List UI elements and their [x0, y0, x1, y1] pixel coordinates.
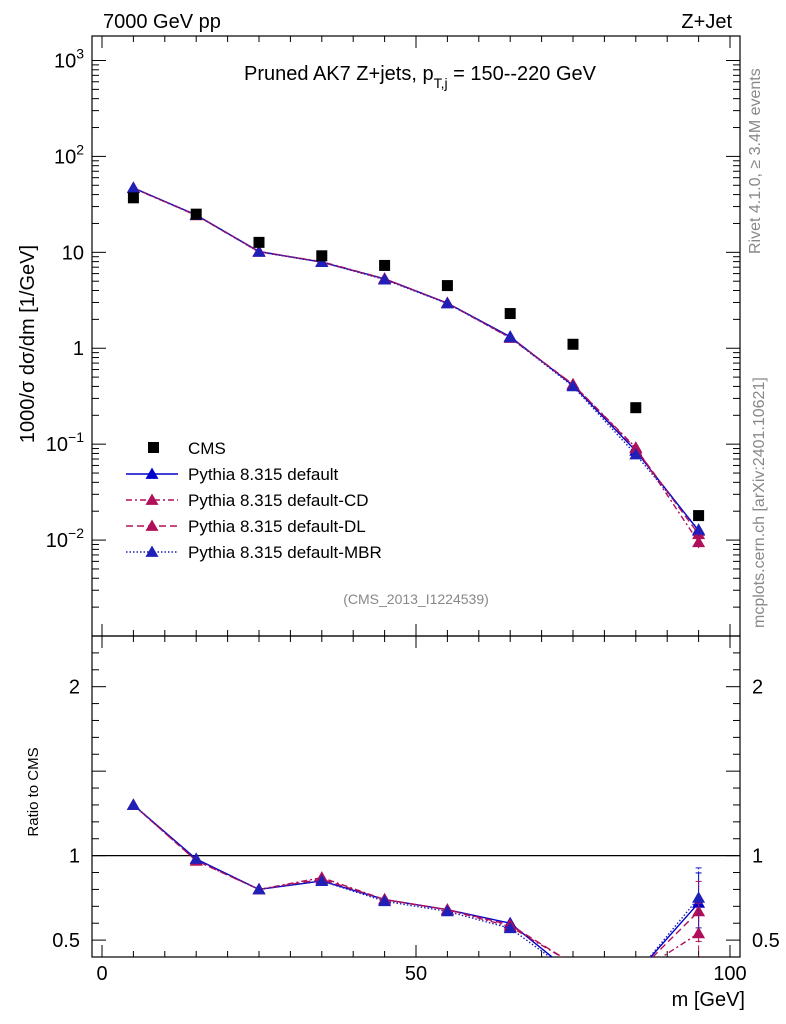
series-line-1 [133, 187, 700, 543]
ratio-tick-label-right: 2 [752, 677, 763, 699]
legend-marker-3 [145, 545, 159, 557]
series-marker-3 [566, 379, 580, 392]
legend-label-1: Pythia 8.315 default-CD [188, 491, 369, 510]
series-marker-3 [126, 181, 140, 193]
x-tick-label: 0 [96, 963, 107, 985]
ratio-marker-3 [189, 852, 203, 864]
ratio-marker-3 [252, 882, 266, 895]
cms-data-point [316, 250, 328, 262]
legend-marker-1 [145, 493, 159, 505]
y-tick-label: 1 [73, 338, 84, 360]
legend-label-3: Pythia 8.315 default-MBR [188, 543, 382, 562]
cms-data-point [504, 308, 516, 320]
series-marker-3 [378, 273, 392, 285]
cms-data-point [190, 208, 202, 220]
series-marker-2 [629, 442, 643, 454]
header-right: Z+Jet [681, 11, 732, 33]
x-tick-label: 100 [713, 963, 746, 985]
header-left: 7000 GeV pp [103, 11, 221, 33]
series-marker-3 [252, 245, 266, 257]
cms-data-point [441, 280, 453, 292]
ratio-marker-3 [503, 921, 517, 934]
ratio-panel-frame [91, 635, 741, 958]
series-line-2 [133, 187, 700, 535]
legend: CMS Pythia 8.315 default Pythia 8.315 defa… [126, 439, 382, 562]
legend-label-2: Pythia 8.315 default-DL [188, 517, 366, 536]
cms-data-point [253, 236, 265, 248]
legend-label-cms: CMS [188, 439, 226, 458]
mcplots-label: mcplots.cern.ch [arXiv:2401.10621] [751, 377, 768, 628]
cms-data-point [127, 192, 139, 204]
ratio-marker-3 [315, 874, 329, 886]
cms-data-points [127, 192, 705, 522]
analysis-tag: (CMS_2013_I1224539) [343, 591, 489, 607]
legend-marker-0 [145, 467, 159, 479]
axis-ticks: 0 50 100 10−2 10−1 1 10 102 103 0.5 0.5 1 1 2 2 [46, 36, 780, 985]
ratio-marker-3 [126, 798, 140, 810]
series-marker-3 [629, 448, 643, 460]
cms-data-point [693, 510, 705, 522]
rivet-label: Rivet 4.1.0, ≥ 3.4M events [747, 68, 764, 254]
x-tick-label: 50 [405, 963, 427, 985]
ratio-tick-label: 0.5 [52, 930, 80, 952]
y-tick-label: 103 [54, 45, 84, 72]
ratio-marker-3 [440, 904, 454, 917]
ratio-line-2 [132, 804, 700, 957]
legend-marker-2 [145, 519, 159, 531]
chart-title: Pruned AK7 Z+jets, pT,j = 150--220 GeV [244, 63, 597, 91]
x-axis-label: m [GeV] [672, 989, 745, 1011]
ratio-tick-label-right: 1 [752, 846, 763, 868]
ratio-lines [126, 798, 706, 957]
y-tick-label: 10−1 [46, 429, 84, 456]
ratio-marker-3 [378, 894, 392, 907]
series-lines [126, 181, 706, 549]
cms-data-point [630, 402, 642, 414]
series-marker-3 [315, 255, 329, 268]
y-tick-label: 102 [54, 141, 84, 168]
ratio-tick-label-right: 0.5 [752, 930, 780, 952]
y-tick-label: 10−2 [46, 525, 84, 552]
cms-data-point [379, 259, 391, 271]
series-marker-3 [503, 330, 517, 343]
ratio-tick-label: 2 [69, 677, 80, 699]
legend-marker-cms [148, 442, 159, 453]
legend-label-0: Pythia 8.315 default [188, 465, 339, 484]
series-marker-3 [440, 296, 454, 309]
y-axis-label: 1000/σ dσ/dm [1/GeV] [17, 245, 39, 443]
ratio-y-axis-label: Ratio to CMS [25, 747, 42, 836]
y-tick-label: 10 [62, 242, 84, 264]
ratio-tick-label: 1 [69, 846, 80, 868]
cms-data-point [567, 338, 579, 350]
